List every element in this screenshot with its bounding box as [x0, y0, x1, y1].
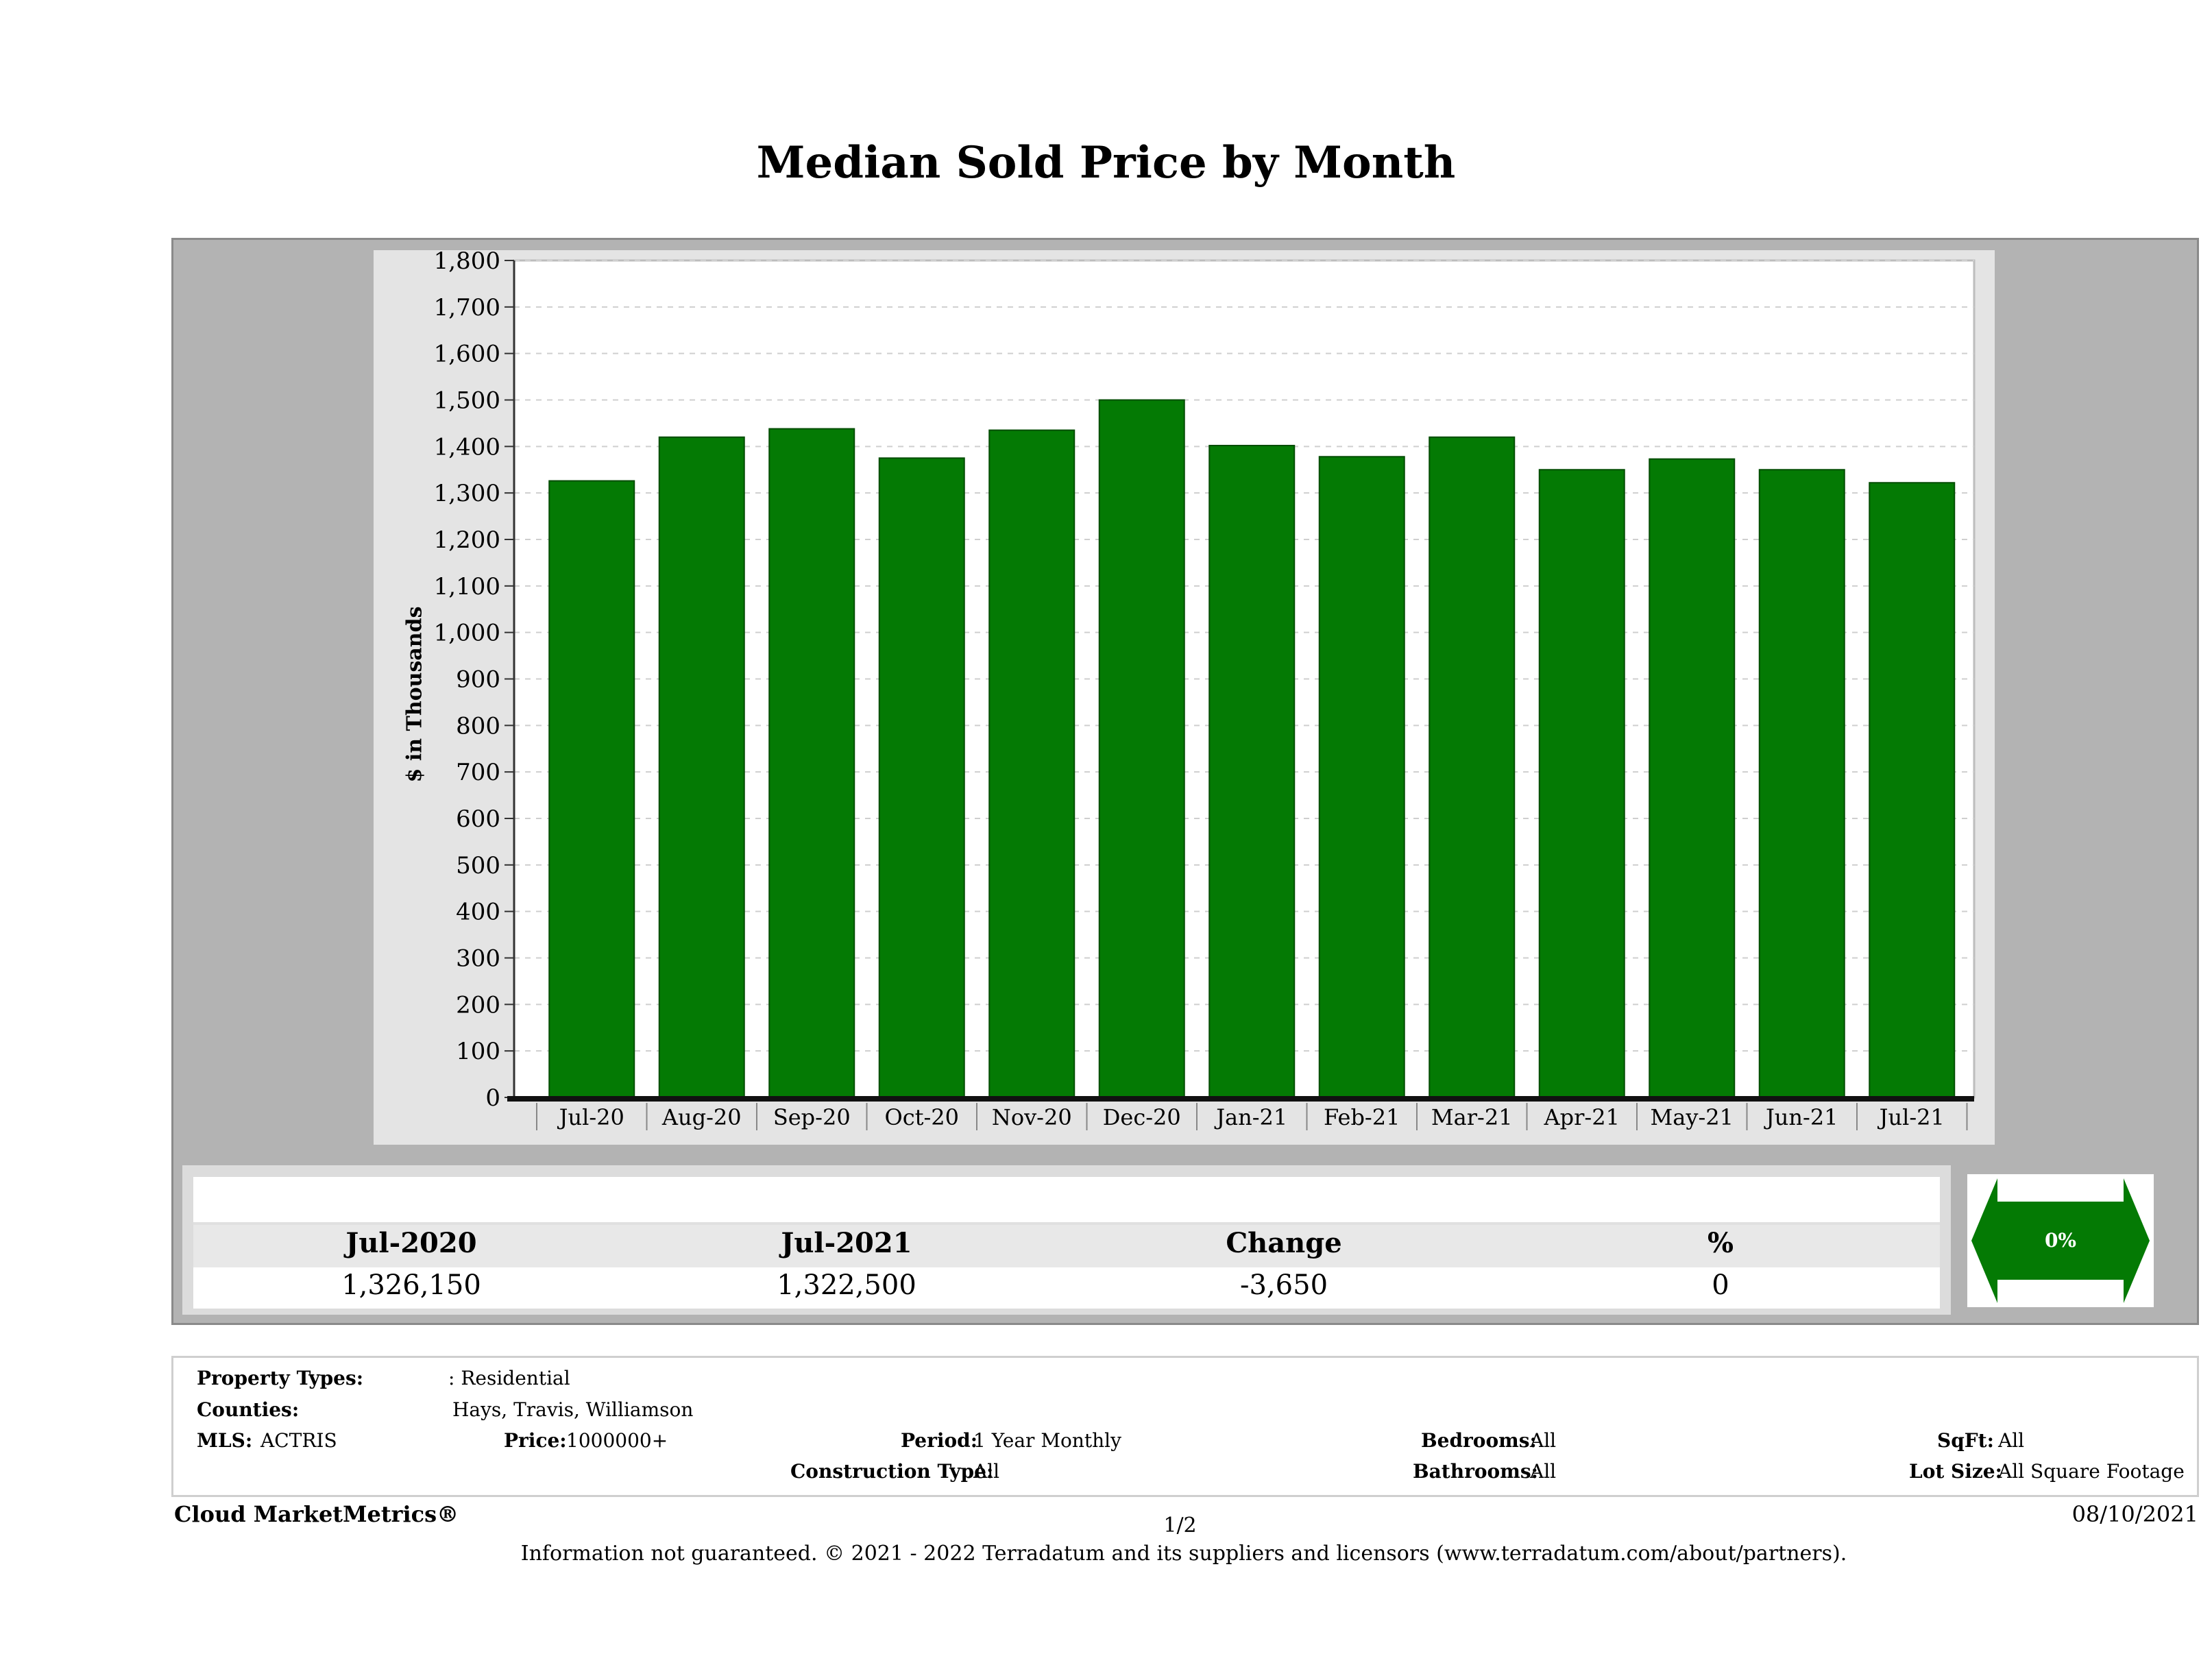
x-tick-label: Mar-21 [1431, 1104, 1513, 1130]
x-tick-label: May-21 [1651, 1104, 1734, 1130]
summary-value-change: -3,650 [1239, 1269, 1328, 1301]
summary-value-start: 1,326,150 [341, 1269, 481, 1301]
y-tick-label: 900 [456, 666, 500, 694]
x-tick-label: Dec-20 [1103, 1104, 1181, 1130]
x-tick-label: Feb-21 [1324, 1104, 1400, 1130]
y-tick-label: 1,700 [434, 294, 500, 321]
bar [658, 436, 745, 1098]
y-tick-label: 1,600 [434, 341, 500, 368]
period-value: 1 Year Monthly [973, 1429, 1121, 1452]
x-tick-label: Sep-20 [773, 1104, 851, 1130]
y-tick-label: 600 [456, 805, 500, 833]
summary-header-percent: % [1707, 1227, 1734, 1259]
mls-value: ACTRIS [260, 1429, 337, 1452]
sqft-label: SqFt: [1937, 1429, 1994, 1452]
change-indicator: 0% [1967, 1174, 2154, 1307]
bar [1318, 456, 1405, 1098]
property-types-value: : Residential [448, 1367, 570, 1389]
search-criteria-panel [171, 1356, 2199, 1497]
property-types-label: Property Types: [197, 1367, 364, 1389]
y-tick-label: 500 [456, 852, 500, 879]
bar [548, 480, 635, 1098]
y-tick-label: 800 [456, 712, 500, 740]
summary-value-row [193, 1269, 1940, 1309]
bar-chart: 0 100 200 300 400 500 600 700 800 900 1,000 1,100 1,… [434, 250, 1976, 1130]
bathrooms-value: All [1530, 1460, 1557, 1483]
bar [878, 457, 965, 1098]
bedrooms-value: All [1530, 1429, 1557, 1452]
y-tick-label: 200 [456, 991, 500, 1019]
x-tick-label: Oct-20 [884, 1104, 959, 1130]
price-value: 1000000+ [566, 1429, 668, 1452]
summary-header-row [193, 1225, 1940, 1267]
y-tick-label: 700 [456, 759, 500, 786]
construction-type-label: Construction Type: [790, 1460, 994, 1483]
counties-label: Counties: [197, 1398, 300, 1421]
bedrooms-label: Bedrooms: [1421, 1429, 1537, 1452]
price-label: Price: [504, 1429, 567, 1452]
summary-spacer-row [193, 1177, 1940, 1225]
x-tick-label: Jul-20 [557, 1104, 624, 1130]
summary-header-change: Change [1226, 1227, 1342, 1259]
report-date: 08/10/2021 [2071, 1501, 2198, 1527]
bar [1098, 399, 1185, 1098]
y-tick-label: 300 [456, 945, 500, 973]
x-tick-label: Jan-21 [1214, 1104, 1287, 1130]
lot-size-value: All Square Footage [1998, 1460, 2185, 1483]
disclaimer: Information not guaranteed. © 2021 - 202… [520, 1542, 1847, 1566]
mls-label: MLS: [197, 1429, 253, 1452]
y-tick-label: 400 [456, 899, 500, 926]
change-percent-label: 0% [2045, 1229, 2076, 1252]
lot-size-label: Lot Size: [1909, 1460, 2002, 1483]
page-number: 1/2 [1163, 1513, 1197, 1537]
sqft-value: All [1998, 1429, 2025, 1452]
summary-value-percent: 0 [1712, 1269, 1729, 1301]
summary-value-end: 1,322,500 [777, 1269, 916, 1301]
summary-header-end: Jul-2021 [781, 1227, 912, 1259]
chart-title: Median Sold Price by Month [756, 137, 1456, 189]
x-tick-label: Aug-20 [661, 1104, 742, 1130]
y-axis-label: $ in Thousands [402, 606, 427, 783]
y-tick-label: 1,300 [434, 480, 500, 507]
x-tick-label: Apr-21 [1544, 1104, 1620, 1130]
y-tick-label: 1,000 [434, 620, 500, 647]
construction-type-value: All [973, 1460, 1000, 1483]
x-tick-label: Nov-20 [992, 1104, 1072, 1130]
y-tick-label: 1,200 [434, 526, 500, 554]
y-tick-label: 0 [485, 1084, 500, 1112]
bar [1649, 458, 1736, 1099]
x-tick-label: Jul-21 [1877, 1104, 1945, 1130]
bar [988, 429, 1075, 1098]
y-tick-label: 100 [456, 1038, 500, 1065]
double-arrow-icon: 0% [1971, 1178, 2150, 1303]
y-tick-label: 1,400 [434, 433, 500, 461]
y-tick-label: 1,100 [434, 573, 500, 600]
summary-table [193, 1177, 1940, 1309]
summary-header-start: Jul-2020 [345, 1227, 477, 1259]
counties-value: Hays, Travis, Williamson [452, 1398, 694, 1421]
bar [1208, 444, 1296, 1098]
bar [768, 428, 855, 1099]
bar [1538, 469, 1625, 1098]
bar [1429, 436, 1516, 1098]
y-tick-label: 1,500 [434, 387, 500, 415]
y-tick-label: 1,800 [434, 250, 500, 275]
brand-name: Cloud MarketMetrics® [174, 1501, 459, 1527]
bathrooms-label: Bathrooms: [1413, 1460, 1538, 1483]
bar [1758, 469, 1845, 1098]
bar [1869, 482, 1956, 1098]
period-label: Period: [901, 1429, 978, 1452]
x-tick-label: Jun-21 [1764, 1104, 1838, 1130]
